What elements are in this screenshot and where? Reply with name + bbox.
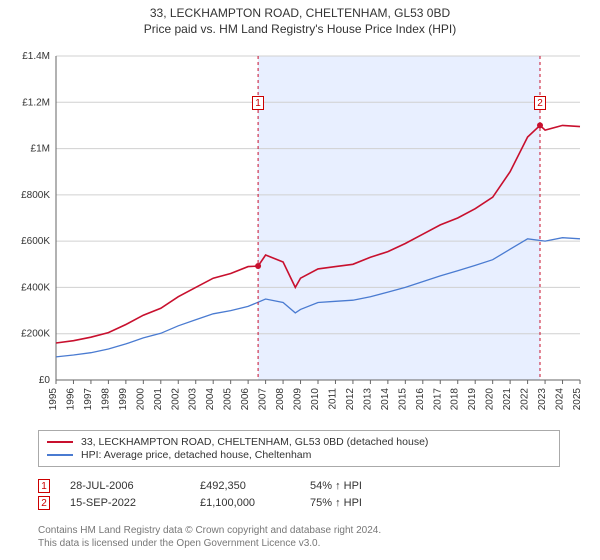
svg-text:1995: 1995: [48, 388, 59, 411]
svg-text:£600K: £600K: [21, 236, 50, 247]
chart-marker-box: 2: [534, 96, 546, 110]
sale-date: 28-JUL-2006: [70, 480, 200, 492]
footer-line: This data is licensed under the Open Gov…: [38, 537, 381, 550]
sale-price: £1,100,000: [200, 497, 310, 509]
sale-hpi: 54% ↑ HPI: [310, 480, 420, 492]
svg-text:2016: 2016: [415, 388, 426, 411]
svg-text:2001: 2001: [153, 388, 164, 411]
svg-text:2007: 2007: [258, 388, 269, 411]
svg-text:2002: 2002: [170, 388, 181, 411]
svg-text:2003: 2003: [188, 388, 199, 411]
footer: Contains HM Land Registry data © Crown c…: [38, 524, 381, 550]
sale-hpi: 75% ↑ HPI: [310, 497, 420, 509]
svg-text:1998: 1998: [100, 388, 111, 411]
svg-text:2015: 2015: [397, 388, 408, 411]
legend-item: HPI: Average price, detached house, Chel…: [47, 449, 551, 461]
legend-label: 33, LECKHAMPTON ROAD, CHELTENHAM, GL53 0…: [81, 436, 428, 448]
footer-line: Contains HM Land Registry data © Crown c…: [38, 524, 381, 537]
svg-text:£1.4M: £1.4M: [22, 51, 50, 62]
svg-text:2006: 2006: [240, 388, 251, 411]
chart-marker-box: 1: [252, 96, 264, 110]
legend-label: HPI: Average price, detached house, Chel…: [81, 449, 311, 461]
legend-swatch: [47, 441, 73, 443]
svg-text:2017: 2017: [432, 388, 443, 411]
svg-text:2008: 2008: [275, 388, 286, 411]
svg-text:£400K: £400K: [21, 282, 50, 293]
svg-text:2014: 2014: [380, 388, 391, 411]
svg-text:£800K: £800K: [21, 190, 50, 201]
legend: 33, LECKHAMPTON ROAD, CHELTENHAM, GL53 0…: [38, 430, 560, 467]
svg-text:2022: 2022: [520, 388, 531, 411]
svg-text:£200K: £200K: [21, 329, 50, 340]
chart-title-main: 33, LECKHAMPTON ROAD, CHELTENHAM, GL53 0…: [0, 6, 600, 20]
svg-text:2025: 2025: [572, 388, 583, 411]
svg-text:1997: 1997: [83, 388, 94, 411]
svg-text:£0: £0: [39, 375, 51, 386]
svg-text:2023: 2023: [537, 388, 548, 411]
svg-text:2005: 2005: [223, 388, 234, 411]
sale-row: 1 28-JUL-2006 £492,350 54% ↑ HPI: [38, 479, 562, 493]
svg-text:£1.2M: £1.2M: [22, 97, 50, 108]
svg-text:1999: 1999: [118, 388, 129, 411]
svg-text:2019: 2019: [467, 388, 478, 411]
svg-text:2010: 2010: [310, 388, 321, 411]
svg-text:1996: 1996: [65, 388, 76, 411]
title-block: 33, LECKHAMPTON ROAD, CHELTENHAM, GL53 0…: [0, 0, 600, 36]
sale-date: 15-SEP-2022: [70, 497, 200, 509]
svg-text:2004: 2004: [205, 388, 216, 411]
svg-text:£1M: £1M: [31, 144, 50, 155]
svg-text:2009: 2009: [293, 388, 304, 411]
sales-table: 1 28-JUL-2006 £492,350 54% ↑ HPI 2 15-SE…: [38, 476, 562, 513]
svg-text:2024: 2024: [555, 388, 566, 411]
svg-text:2000: 2000: [135, 388, 146, 411]
legend-swatch: [47, 454, 73, 456]
chart-svg: £0 £200K £400K £600K £800K £1M £1.2M £1.4M 1995 1…: [0, 44, 600, 424]
sale-marker-box: 1: [38, 479, 50, 493]
svg-text:2013: 2013: [362, 388, 373, 411]
svg-text:2020: 2020: [485, 388, 496, 411]
sale-marker-box: 2: [38, 496, 50, 510]
legend-item: 33, LECKHAMPTON ROAD, CHELTENHAM, GL53 0…: [47, 436, 551, 448]
sale-row: 2 15-SEP-2022 £1,100,000 75% ↑ HPI: [38, 496, 562, 510]
svg-text:2018: 2018: [450, 388, 461, 411]
svg-text:2021: 2021: [502, 388, 513, 411]
svg-text:2011: 2011: [327, 388, 338, 410]
chart-title-sub: Price paid vs. HM Land Registry's House …: [0, 22, 600, 36]
chart-container: 33, LECKHAMPTON ROAD, CHELTENHAM, GL53 0…: [0, 0, 600, 560]
chart-area: £0 £200K £400K £600K £800K £1M £1.2M £1.4M 1995 1…: [0, 44, 600, 424]
svg-text:2012: 2012: [345, 388, 356, 411]
sale-price: £492,350: [200, 480, 310, 492]
